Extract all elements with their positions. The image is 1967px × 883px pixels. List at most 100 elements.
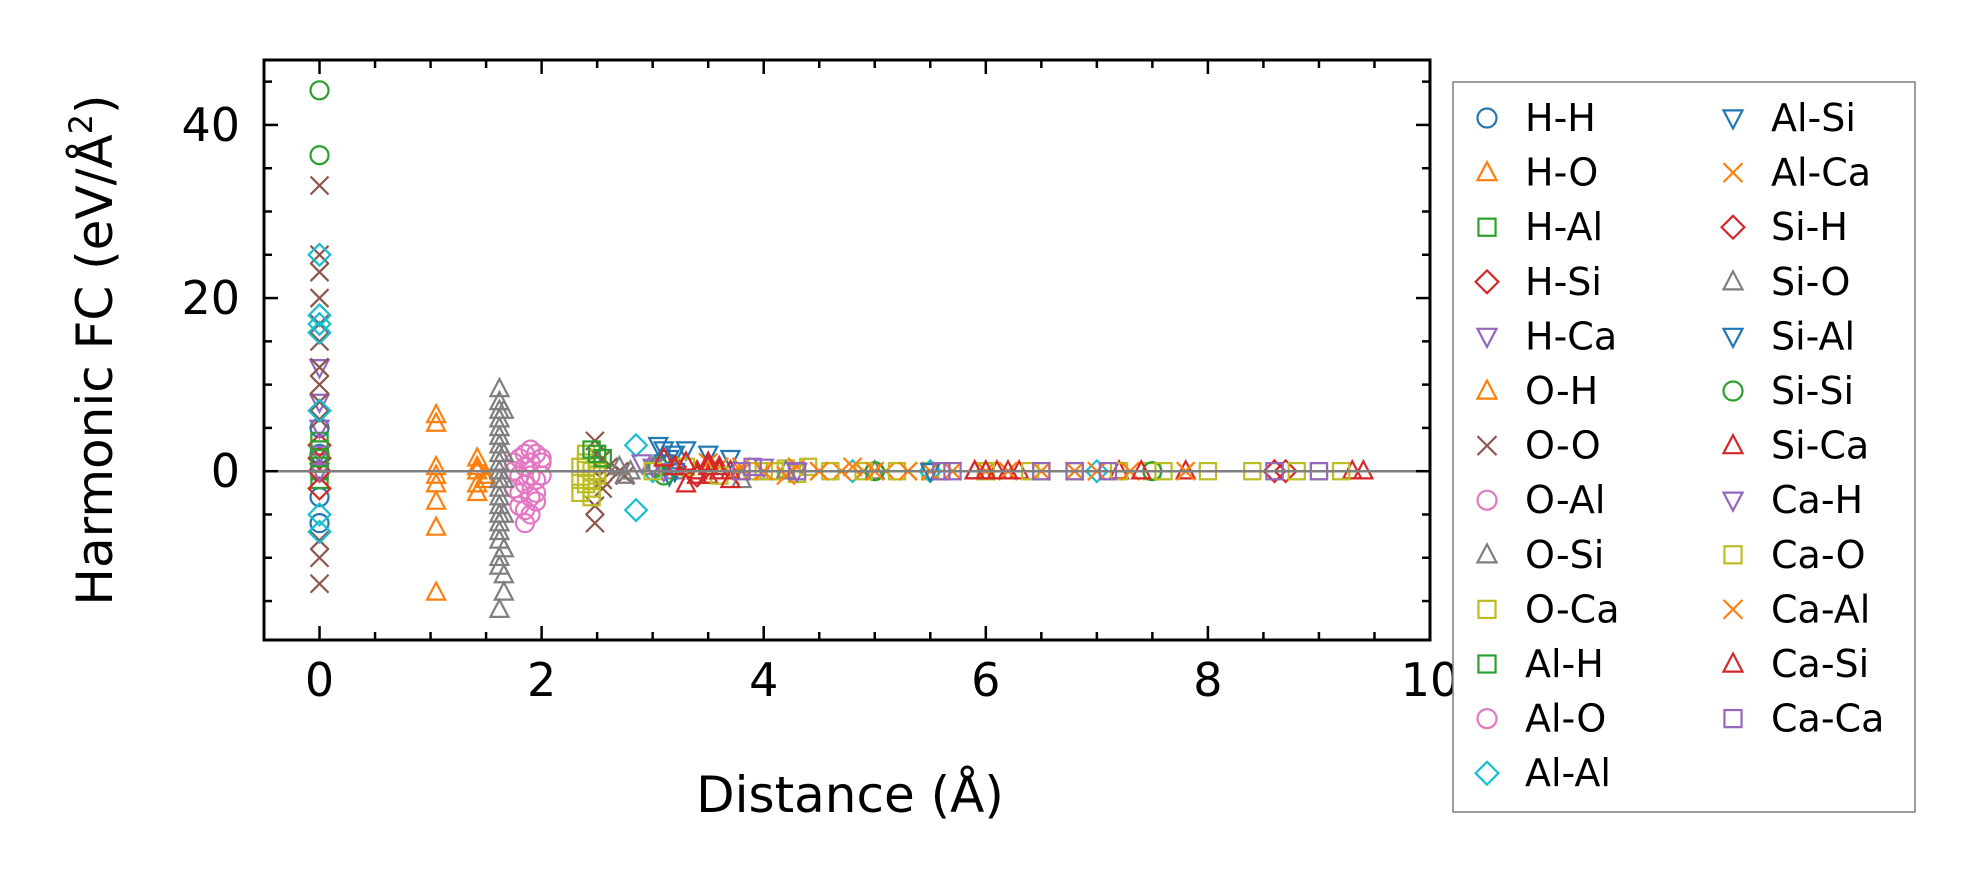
x-tick-label: 0	[305, 653, 334, 707]
data-point	[466, 480, 489, 502]
series-al-h	[310, 440, 612, 468]
data-point	[309, 374, 330, 395]
data-point	[308, 462, 331, 484]
data-point	[619, 458, 642, 480]
data-point	[309, 573, 330, 594]
data-point	[593, 449, 612, 468]
legend-label: Al-H	[1525, 642, 1604, 686]
data-point	[647, 436, 670, 458]
data-point	[309, 145, 330, 166]
data-point	[571, 483, 590, 503]
legend-marker	[1474, 268, 1500, 295]
legend-marker	[1721, 268, 1745, 291]
legend-entry: Al-Ca	[1722, 151, 1871, 195]
ticks-layer	[264, 60, 1432, 640]
data-point	[697, 445, 720, 467]
legend-entry: H-H	[1476, 96, 1596, 140]
legend-marker	[1477, 599, 1497, 620]
data-point	[466, 454, 489, 476]
legend-label: Ca-Ca	[1771, 697, 1884, 741]
data-point	[1341, 458, 1364, 480]
legend-label: Al-O	[1525, 697, 1606, 741]
y-tick-label: 40	[181, 98, 240, 152]
x-tick-label: 2	[527, 653, 556, 707]
data-point	[309, 262, 330, 282]
data-point	[1130, 458, 1153, 480]
legend-label: Si-Si	[1771, 369, 1854, 413]
data-point	[623, 497, 649, 523]
legend-marker	[1477, 654, 1497, 674]
legend-label: H-Ca	[1525, 314, 1617, 358]
data-point	[309, 409, 330, 430]
data-point	[963, 458, 986, 480]
data-point	[743, 457, 762, 477]
series-o-si	[488, 376, 515, 619]
data-point	[919, 462, 942, 484]
data-point	[652, 462, 675, 484]
tick-labels: 0 2 4 6 8 10 0 20 40	[181, 98, 1459, 707]
data-point	[719, 458, 742, 480]
legend-entry: H-O	[1475, 151, 1598, 195]
data-point	[731, 457, 752, 477]
x-tick-label: 10	[1401, 653, 1460, 707]
data-point	[307, 476, 332, 501]
y-axis-title-superscript: 2	[62, 114, 100, 134]
data-point	[615, 465, 635, 486]
plot-frame	[262, 58, 1432, 642]
legend-marker	[1475, 378, 1499, 400]
data-point	[309, 80, 330, 101]
data-point	[592, 448, 613, 468]
legend-entry: H-Al	[1477, 205, 1603, 249]
data-point	[493, 441, 515, 463]
legend-marker	[1721, 491, 1745, 514]
legend-marker	[1722, 599, 1744, 620]
data-point	[493, 502, 515, 523]
data-point	[425, 411, 447, 432]
data-point	[425, 580, 447, 601]
legend-marker	[1721, 327, 1745, 350]
data-point	[310, 440, 329, 459]
data-point	[514, 513, 536, 534]
legend-marker	[1723, 545, 1743, 565]
data-point	[1084, 458, 1110, 484]
legend-entry: Al-Al	[1474, 751, 1611, 795]
legend-marker	[1475, 541, 1499, 564]
data-point	[614, 463, 636, 484]
legend-marker	[1722, 162, 1744, 183]
legend-marker	[1476, 107, 1498, 129]
x-axis-title: Distance (Å)	[696, 766, 1004, 824]
data-point	[997, 458, 1019, 480]
x-tick-label: 4	[749, 653, 778, 707]
series-ca-si	[652, 445, 1375, 493]
legend-label: Ca-Al	[1771, 587, 1870, 631]
data-point	[986, 458, 1008, 480]
legend-label: O-Al	[1525, 478, 1605, 522]
data-point	[309, 357, 330, 378]
legend-label: H-H	[1525, 96, 1596, 140]
legend-marker	[1476, 435, 1498, 456]
legend-entry: Si-O	[1721, 260, 1850, 304]
legend-entry: Al-O	[1476, 697, 1606, 741]
legend-entry: O-O	[1476, 424, 1601, 468]
data-point	[488, 597, 511, 619]
legend-marker	[1476, 707, 1498, 730]
data-point	[307, 311, 332, 337]
series-h-o	[425, 402, 447, 601]
data-point	[309, 513, 330, 534]
data-point	[307, 303, 332, 328]
legend: H-H H-O H-Al H-Si H-Ca O-H O-O O-Al O-Si O-Ca Al-H…	[1452, 81, 1916, 813]
data-point	[425, 515, 447, 536]
legend-label: Si-O	[1771, 260, 1850, 304]
legend-entry: Ca-Ca	[1723, 697, 1884, 741]
data-point	[309, 547, 330, 568]
legend-entry: H-Si	[1474, 260, 1602, 304]
legend-label: Ca-H	[1771, 478, 1863, 522]
y-tick-label: 0	[211, 444, 240, 498]
data-point	[842, 457, 863, 477]
data-point	[493, 467, 515, 489]
x-tick-label: 8	[1193, 653, 1222, 707]
legend-marker	[1723, 708, 1743, 729]
legend-label: Al-Al	[1525, 751, 1611, 795]
data-point	[1008, 458, 1030, 480]
